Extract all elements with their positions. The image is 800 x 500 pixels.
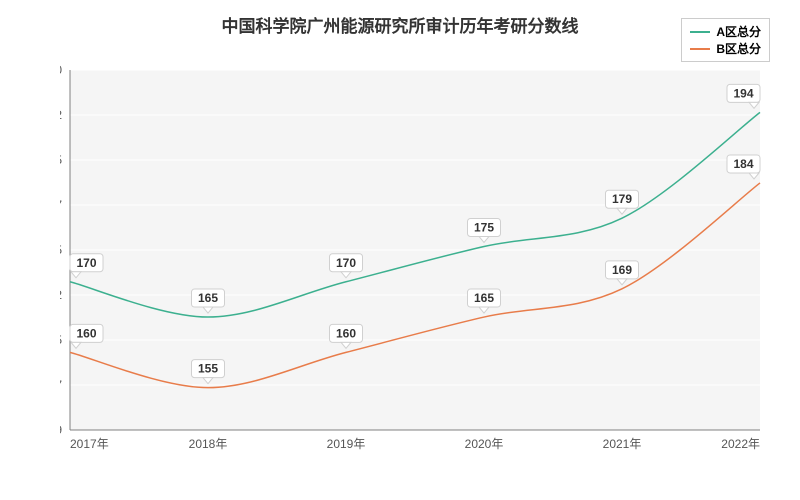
y-tick-label: 149: [60, 423, 62, 437]
y-tick-label: 187.25: [60, 153, 62, 167]
chart-title: 中国科学院广州能源研究所审计历年考研分数线: [0, 12, 800, 37]
data-label-text: 165: [198, 291, 218, 305]
data-label-text: 175: [474, 220, 494, 234]
y-tick-label: 180.87: [60, 198, 62, 212]
legend-item-b: B区总分: [690, 40, 761, 57]
data-label-text: 160: [76, 326, 96, 340]
legend-label-b: B区总分: [716, 40, 761, 57]
x-tick-label: 2019年: [327, 437, 366, 451]
data-label-text: 179: [612, 192, 632, 206]
data-label-text: 184: [733, 157, 753, 171]
y-tick-label: 168.12: [60, 288, 62, 302]
y-tick-label: 193.62: [60, 108, 62, 122]
legend-swatch-a: [690, 31, 710, 33]
y-tick-label: 155.37: [60, 378, 62, 392]
data-label-text: 169: [612, 263, 632, 277]
legend-item-a: A区总分: [690, 23, 761, 40]
y-tick-label: 161.75: [60, 333, 62, 347]
x-tick-label: 2017年: [70, 437, 109, 451]
x-tick-label: 2022年: [721, 437, 760, 451]
legend: A区总分 B区总分: [681, 18, 770, 62]
data-label-text: 170: [336, 256, 356, 270]
x-tick-label: 2018年: [189, 437, 228, 451]
y-tick-label: 174.5: [60, 243, 62, 257]
x-tick-label: 2020年: [465, 437, 504, 451]
data-label-text: 155: [198, 362, 218, 376]
y-tick-label: 200: [60, 63, 62, 77]
legend-swatch-b: [690, 48, 710, 50]
x-tick-label: 2021年: [603, 437, 642, 451]
chart-container: 中国科学院广州能源研究所审计历年考研分数线 A区总分 B区总分 149 155.3…: [0, 0, 800, 500]
data-label-text: 160: [336, 326, 356, 340]
data-label-text: 165: [474, 291, 494, 305]
plot-area: 149 155.37 161.75 168.12 174.5 180.87 187.25 19…: [60, 60, 770, 460]
data-label-text: 194: [733, 86, 753, 100]
legend-label-a: A区总分: [716, 23, 761, 40]
data-label-text: 170: [76, 256, 96, 270]
